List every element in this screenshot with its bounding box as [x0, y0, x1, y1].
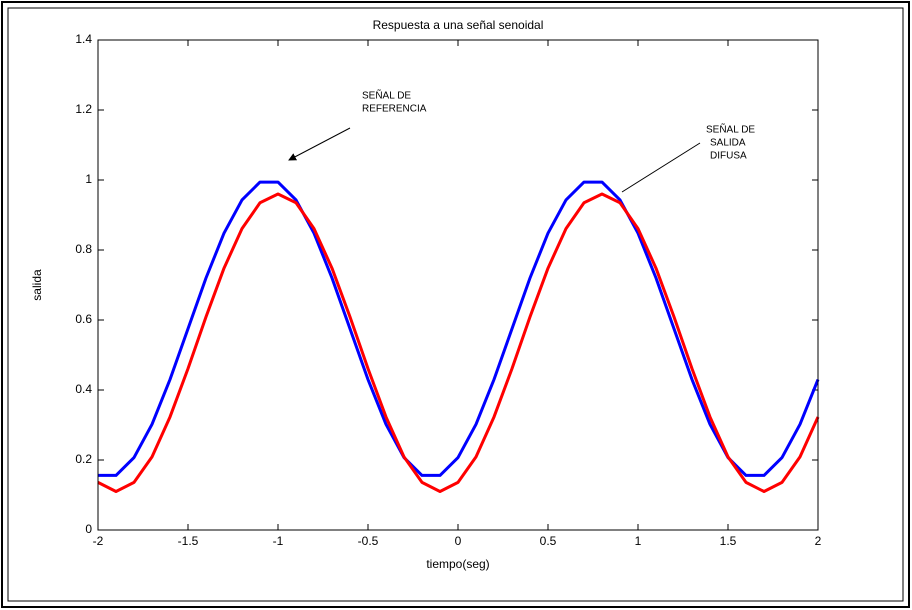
annotation: REFERENCIA [362, 104, 427, 115]
y-tick-label: 1 [85, 172, 92, 186]
inner-frame [7, 7, 904, 602]
x-tick-label: -2 [93, 534, 104, 548]
annotation: SEÑAL DE [706, 123, 755, 136]
y-tick-label: 1.2 [75, 102, 92, 116]
x-tick-label: -0.5 [358, 534, 379, 548]
x-tick-label: 2 [815, 534, 822, 548]
data-line [97, 192, 820, 493]
annotation: SALIDA [710, 138, 746, 149]
x-axis-label: tiempo(seg) [426, 557, 489, 571]
y-tick-label: 0.8 [75, 242, 92, 256]
annotation-arrow [621, 142, 701, 193]
x-tick-label: 1.5 [720, 534, 737, 548]
y-tick-label: 0 [85, 522, 92, 536]
y-tick-label: 0.2 [75, 452, 92, 466]
x-tick-label: -1.5 [178, 534, 199, 548]
annotation: SEÑAL DE [362, 89, 411, 102]
annotation-arrow [288, 127, 351, 161]
x-tick-label: 1 [635, 534, 642, 548]
y-tick-label: 0.4 [75, 382, 92, 396]
y-tick-label: 0.6 [75, 312, 92, 326]
y-tick-label: 1.4 [75, 32, 92, 46]
plot-frame [97, 39, 819, 531]
y-axis-label: salida [30, 269, 44, 301]
x-tick-label: 0.5 [540, 534, 557, 548]
x-tick-label: 0 [455, 534, 462, 548]
annotation: DIFUSA [710, 151, 747, 162]
chart-title: Respuesta a una señal senoidal [373, 18, 544, 32]
x-tick-label: -1 [273, 534, 284, 548]
data-line [98, 180, 820, 477]
